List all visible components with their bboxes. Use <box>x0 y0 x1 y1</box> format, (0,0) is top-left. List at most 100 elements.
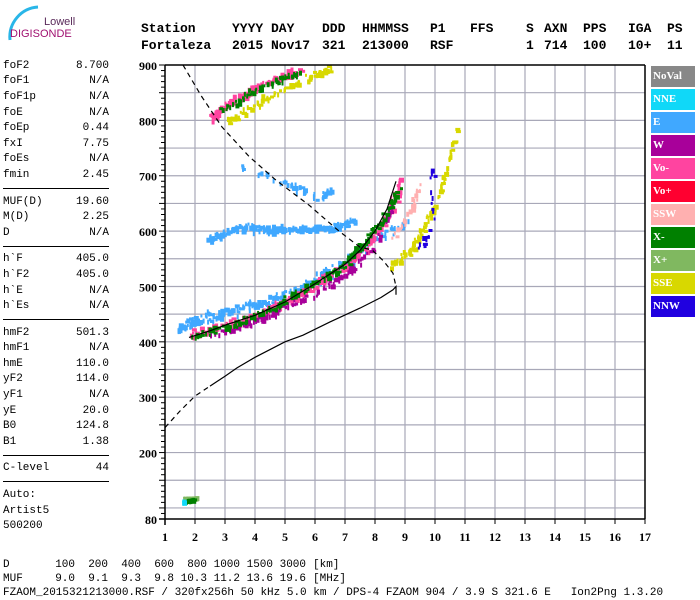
parameter-value: 405.0 <box>75 268 109 281</box>
echo-point <box>349 224 351 228</box>
echo-point <box>218 326 222 330</box>
echo-point <box>235 322 240 328</box>
echo-point <box>192 335 195 341</box>
echo-point <box>338 260 341 264</box>
echo-point <box>262 310 268 314</box>
echo-point <box>349 220 352 224</box>
echo-point <box>327 272 331 278</box>
echo-point <box>326 65 332 69</box>
echo-point <box>423 225 425 231</box>
parameter-name: fmin <box>3 168 30 181</box>
echo-point <box>321 71 324 74</box>
echo-point <box>245 320 247 326</box>
echo-point <box>365 250 367 256</box>
echo-point <box>213 331 218 335</box>
echo-point <box>235 225 238 229</box>
echo-point <box>351 268 357 274</box>
echo-point <box>415 240 419 244</box>
echo-point <box>366 250 371 256</box>
echo-point <box>310 285 315 289</box>
y-tick-label: 80 <box>145 513 157 527</box>
echo-point <box>338 278 341 284</box>
echo-point <box>212 319 215 325</box>
parameter-name: yE <box>3 404 17 417</box>
echo-point <box>344 225 347 231</box>
echo-point <box>280 73 283 77</box>
echo-point <box>294 84 297 88</box>
echo-point <box>287 72 290 78</box>
echo-point <box>257 310 260 314</box>
echo-point <box>250 315 255 319</box>
echo-point <box>320 73 325 79</box>
parameter-name: C-level <box>3 462 50 475</box>
parameter-value: 501.3 <box>75 326 109 339</box>
row-label: D <box>3 559 10 571</box>
echo-point <box>309 290 315 293</box>
echo-point <box>219 236 222 240</box>
echo-point <box>433 174 438 178</box>
echo-point <box>289 227 294 233</box>
parameter-value: 0.44 <box>82 122 109 135</box>
echo-point <box>243 316 246 320</box>
parameter-value: N/A <box>89 226 109 239</box>
echo-point <box>343 273 346 279</box>
echo-point <box>292 225 295 231</box>
echo-point <box>374 249 377 253</box>
echo-point <box>316 291 319 296</box>
echo-point <box>395 197 398 203</box>
echo-point <box>189 324 192 330</box>
echo-point <box>328 70 334 74</box>
file-info: FZAOM_2015321213000.RSF / 320fx256h 50 k… <box>3 587 664 599</box>
parameter-row: h`E N/A <box>3 283 109 299</box>
echo-point <box>236 227 239 231</box>
echo-point <box>228 319 233 325</box>
echo-point <box>304 294 309 298</box>
echo-point <box>294 228 299 232</box>
x-tick-label: 13 <box>519 530 531 544</box>
parameter-name: hmF2 <box>3 326 30 339</box>
y-tick-label: 800 <box>139 114 157 128</box>
x-tick-label: 11 <box>459 530 470 544</box>
echo-point <box>334 277 339 281</box>
y-tick-label: 700 <box>139 170 157 184</box>
legend-item: E <box>651 112 695 133</box>
echo-point <box>294 182 297 188</box>
echo-point <box>277 310 280 316</box>
echo-point <box>268 314 271 320</box>
echo-point <box>396 184 399 188</box>
y-tick-label: 900 <box>139 59 157 73</box>
echo-point <box>340 261 344 265</box>
echo-point <box>242 305 246 309</box>
parameter-name: B1 <box>3 435 17 448</box>
echo-point <box>299 226 304 232</box>
echo-point <box>411 207 417 213</box>
echo-point <box>322 268 328 274</box>
echo-point <box>344 222 349 226</box>
echo-point <box>284 306 287 310</box>
echo-point <box>416 190 421 194</box>
scaled-parameters-panel: foF2 8.700 foF1 N/A foF1p N/A foE N/A foEp 0.44 fx… <box>3 58 109 534</box>
echo-point <box>224 307 229 313</box>
echo-point <box>452 141 457 145</box>
parameter-row: hmF2 501.3 <box>3 325 109 341</box>
echo-point <box>345 265 347 269</box>
echo-point <box>271 301 277 305</box>
echo-point <box>261 318 267 324</box>
echo-point <box>208 330 214 334</box>
echo-point <box>281 80 284 86</box>
echo-point <box>302 283 305 287</box>
echo-point <box>215 323 219 327</box>
echo-point <box>391 198 394 202</box>
echo-point <box>399 177 404 183</box>
echo-point <box>235 118 241 122</box>
echo-point <box>256 86 261 92</box>
echo-point <box>229 105 232 111</box>
echo-point <box>271 83 274 89</box>
echo-point <box>313 295 316 301</box>
echo-point <box>229 327 232 333</box>
echo-point <box>293 299 296 303</box>
echo-point <box>291 182 293 186</box>
echo-point <box>376 226 379 230</box>
echo-point <box>291 185 294 191</box>
echo-point <box>423 230 428 233</box>
